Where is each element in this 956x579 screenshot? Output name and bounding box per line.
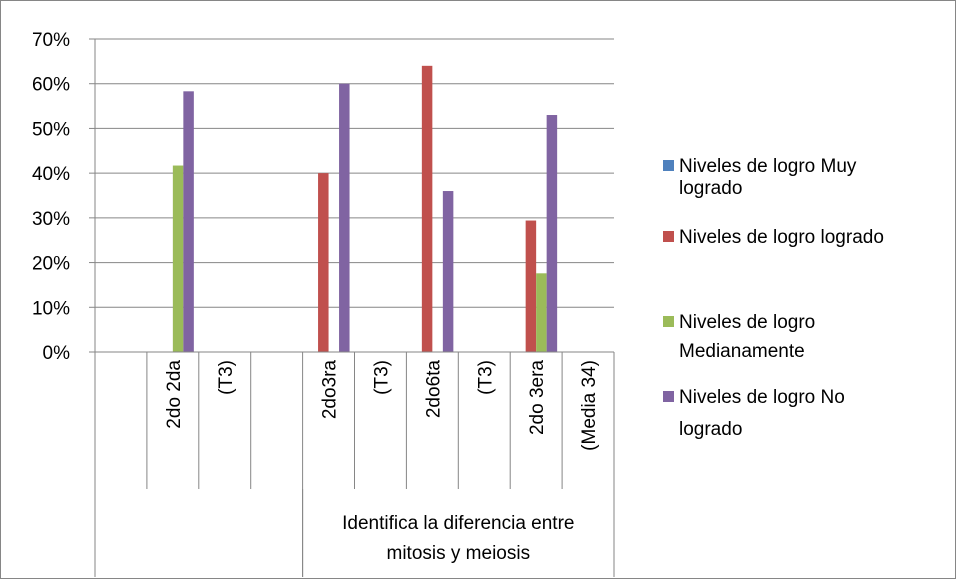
legend-swatch-4 xyxy=(663,391,674,402)
legend-label: Niveles de logro No xyxy=(679,387,845,408)
legend-label: Medianamente xyxy=(679,341,805,362)
category-label: (Media 34) xyxy=(579,360,600,451)
bar-3-2 xyxy=(172,165,184,352)
legend-swatch-2 xyxy=(663,231,674,242)
y-tick-label: 70% xyxy=(32,30,70,51)
bar-2-7 xyxy=(421,65,433,352)
bar-4-9 xyxy=(546,115,558,352)
y-tick-label: 40% xyxy=(32,164,70,185)
group-label: mitosis y meiosis xyxy=(387,543,531,564)
y-tick-label: 20% xyxy=(32,254,70,275)
group-label: Identifica la diferencia entre xyxy=(342,513,574,534)
legend-label: Niveles de logro logrado xyxy=(679,227,884,248)
category-label: 2do6ta xyxy=(423,360,444,419)
y-tick-label: 60% xyxy=(32,75,70,96)
y-tick-label: 50% xyxy=(32,119,70,140)
bar-2-5 xyxy=(318,173,329,352)
bar-2-9 xyxy=(525,220,537,352)
category-label: (T3) xyxy=(216,360,237,395)
y-tick-label: 0% xyxy=(43,343,71,364)
bar-4-7 xyxy=(442,191,454,352)
category-label: (T3) xyxy=(371,360,392,395)
legend-label: logrado xyxy=(679,178,742,199)
legend-swatch-3 xyxy=(663,316,674,327)
legend-label: logrado xyxy=(679,419,742,440)
category-label: (T3) xyxy=(475,360,496,395)
axes xyxy=(89,38,615,577)
bar-3-9 xyxy=(536,273,547,352)
bar-4-5 xyxy=(339,83,350,352)
legend-swatch-1 xyxy=(663,160,674,171)
category-label: 2do3ra xyxy=(320,360,341,420)
legend-label: Niveles de logro xyxy=(679,312,815,333)
category-labels: 2do 2da (T3) 2do3ra (T3) 2do6ta (T3) 2do 3era (… xyxy=(164,360,600,451)
group-labels: Identifica la diferencia entre mitosis y … xyxy=(342,513,574,564)
y-tick-label: 30% xyxy=(32,209,70,230)
category-label: 2do 3era xyxy=(527,360,548,435)
y-tick-labels: 0% 10% 20% 30% 40% 50% 60% 70% xyxy=(32,30,70,364)
bar-4-2 xyxy=(183,91,194,353)
y-tick-label: 10% xyxy=(32,298,70,319)
category-label: 2do 2da xyxy=(164,360,185,429)
legend-label: Niveles de logro Muy xyxy=(679,156,857,177)
bars xyxy=(172,65,558,353)
